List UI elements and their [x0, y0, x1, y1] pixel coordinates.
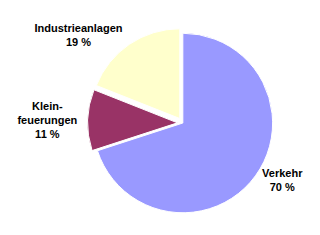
- svg-text:Industrieanlagen19 %: Industrieanlagen19 %: [34, 22, 122, 48]
- svg-text:Klein-feuerungen11 %: Klein-feuerungen11 %: [17, 100, 77, 141]
- svg-text:Verkehr70 %: Verkehr70 %: [262, 167, 303, 193]
